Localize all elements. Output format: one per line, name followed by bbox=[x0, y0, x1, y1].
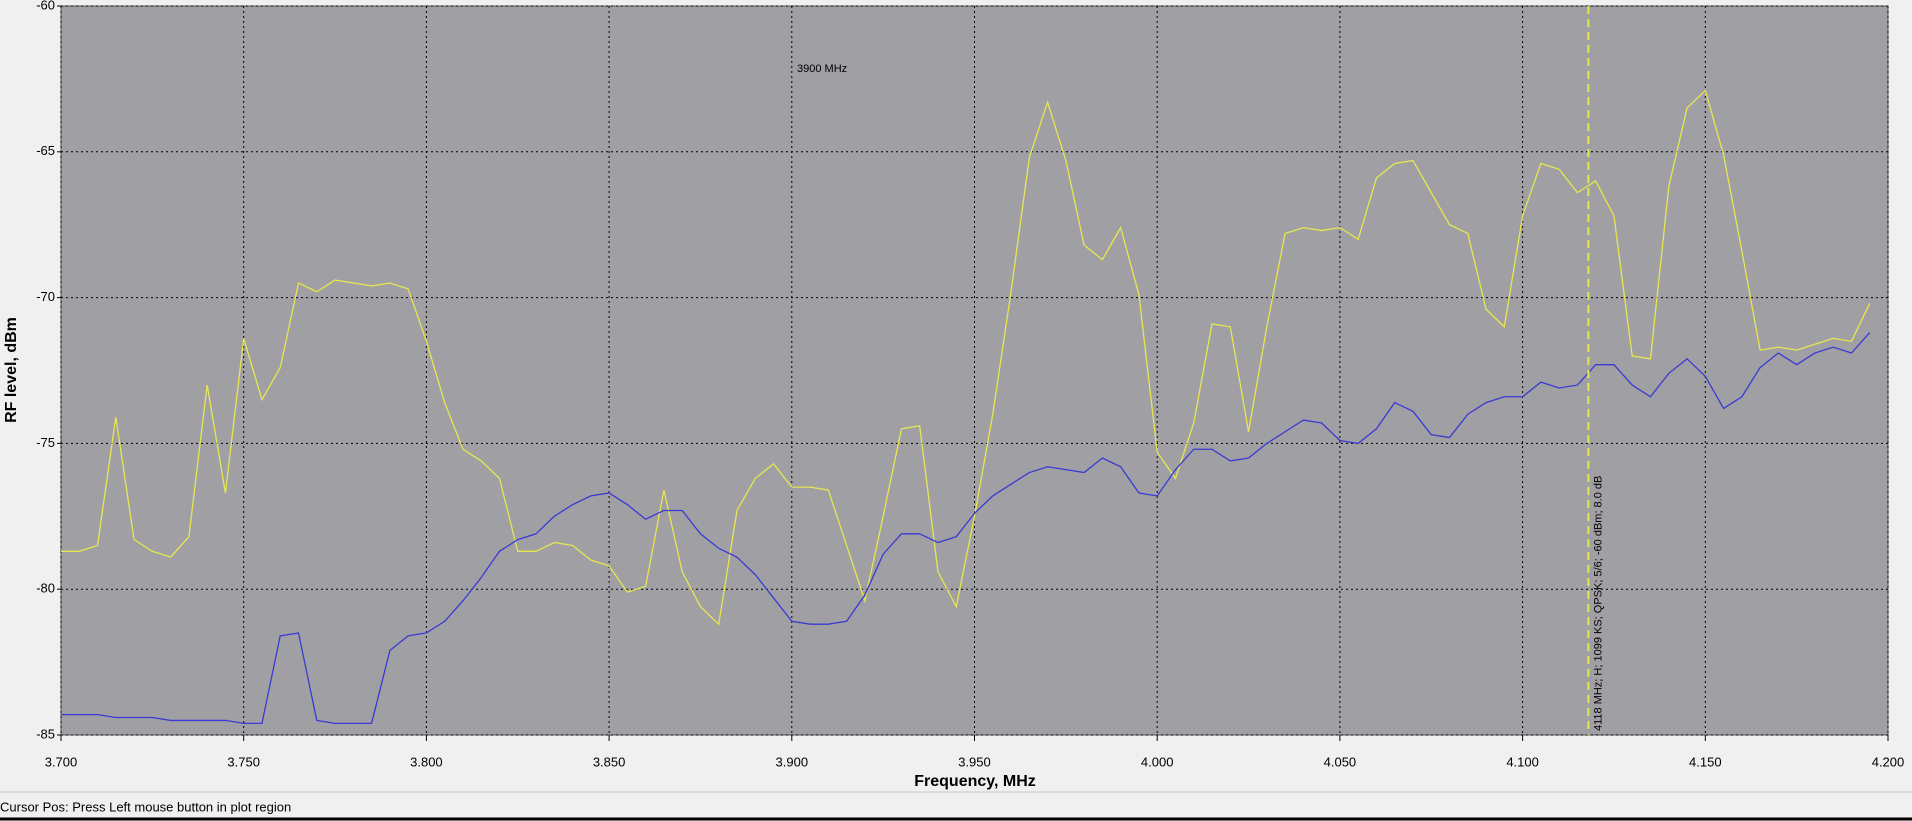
x-tick-label: 3.750 bbox=[227, 754, 260, 769]
y-axis-label: RF level, dBm bbox=[3, 317, 20, 423]
x-tick-label: 4.000 bbox=[1141, 754, 1174, 769]
plot-area bbox=[60, 5, 1889, 736]
x-tick-label: 4.200 bbox=[1872, 754, 1905, 769]
series-line bbox=[61, 89, 1871, 626]
x-axis-label: Frequency, MHz bbox=[914, 773, 1036, 790]
center-label: 3900 MHz bbox=[797, 63, 847, 75]
x-tick-label: 3.850 bbox=[593, 754, 626, 769]
y-tick-label: -85 bbox=[36, 726, 55, 741]
x-tick-label: 4.100 bbox=[1506, 754, 1539, 769]
x-tick-label: 3.700 bbox=[45, 754, 78, 769]
y-tick-label: -70 bbox=[36, 289, 55, 304]
series-line bbox=[61, 332, 1871, 724]
y-tick-label: -75 bbox=[36, 435, 55, 450]
y-tick-label: -60 bbox=[36, 0, 55, 12]
marker-label: 4118 MHz; H; 1099 KS; QPSK; 5/6; -60 dBm… bbox=[1592, 476, 1604, 731]
x-tick-label: 3.950 bbox=[958, 754, 991, 769]
y-tick-label: -65 bbox=[36, 143, 55, 158]
x-tick-label: 4.150 bbox=[1689, 754, 1722, 769]
x-tick-label: 3.800 bbox=[410, 754, 443, 769]
y-tick-label: -80 bbox=[36, 581, 55, 596]
x-tick-label: 3.900 bbox=[776, 754, 809, 769]
status-text: Cursor Pos: Press Left mouse button in p… bbox=[0, 799, 291, 814]
x-tick-label: 4.050 bbox=[1324, 754, 1357, 769]
